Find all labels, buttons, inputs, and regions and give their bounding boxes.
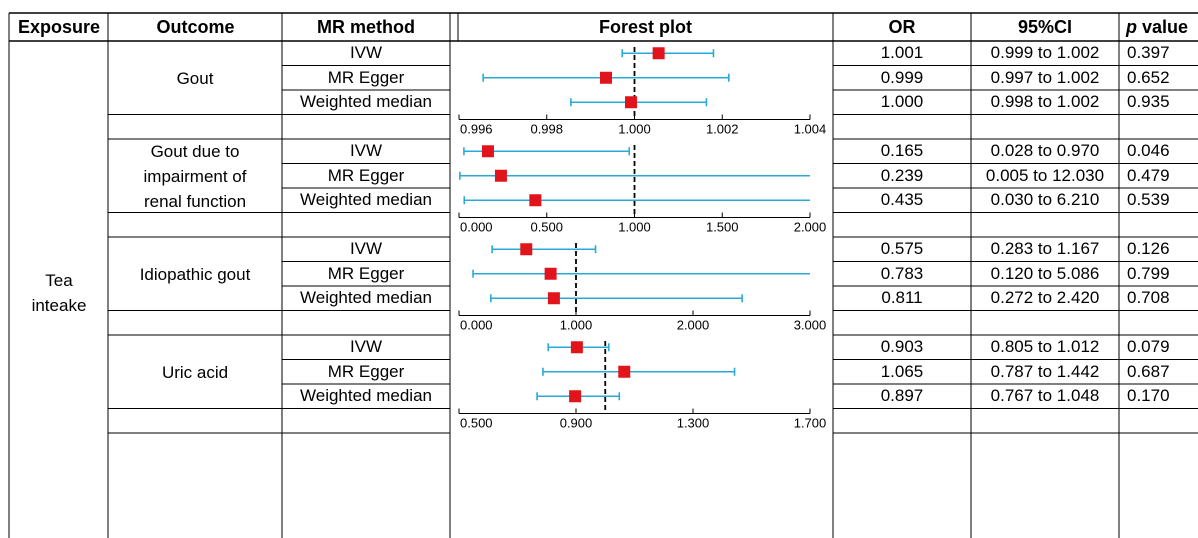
- x-tick-label: 0.000: [460, 220, 493, 235]
- mr-method-cell: IVW: [349, 239, 383, 258]
- ci-cell: 0.997 to 1.002: [990, 67, 1100, 87]
- ci-cell: 0.030 to 6.210: [990, 190, 1100, 209]
- ci-cell: 0.283 to 1.167: [990, 239, 1100, 258]
- mr-method-cell: Weighted median: [300, 386, 432, 405]
- p-value-cell: 0.687: [1127, 361, 1170, 381]
- p-value-cell: 0.126: [1127, 239, 1170, 258]
- point-estimate: [570, 341, 583, 354]
- or-cell: 0.811: [881, 288, 923, 307]
- point-estimate: [569, 390, 582, 403]
- p-value-cell: 0.708: [1127, 288, 1170, 307]
- or-cell: 0.575: [880, 239, 924, 258]
- or-cell: 0.903: [880, 337, 924, 356]
- point-estimate: [652, 47, 665, 60]
- header-forest-plot: Forest plot: [599, 17, 692, 37]
- header-p-rest: value: [1137, 17, 1189, 37]
- ci-cell: 0.787 to 1.442: [990, 361, 1100, 381]
- mr-method-cell: IVW: [349, 337, 383, 356]
- outcome-label: Gout due to impairment of renal function: [143, 142, 247, 212]
- x-tick-label: 0.500: [530, 220, 563, 235]
- or-cell: 0.999: [880, 67, 924, 87]
- p-value-cell: 0.799: [1127, 263, 1170, 283]
- x-tick-label: 1.004: [794, 122, 827, 137]
- outcome-label: Gout: [176, 69, 214, 89]
- ci-cell: 0.028 to 0.970: [990, 141, 1100, 160]
- x-tick-label: 0.500: [460, 416, 493, 431]
- x-tick-label: 0.998: [530, 122, 563, 137]
- ci-cell: 0.767 to 1.048: [990, 386, 1100, 405]
- mr-method-cell: IVW: [349, 141, 383, 160]
- p-value-cell: 0.479: [1127, 165, 1170, 185]
- ci-cell: 0.999 to 1.002: [990, 43, 1100, 62]
- header-outcome: Outcome: [156, 17, 235, 37]
- x-tick-label: 1.002: [706, 122, 739, 137]
- point-estimate: [481, 145, 494, 158]
- or-cell: 1.065: [880, 361, 924, 381]
- point-estimate: [544, 267, 557, 280]
- ci-cell: 0.005 to 12.030: [985, 165, 1105, 185]
- x-tick-label: 0.996: [460, 122, 493, 137]
- p-value-cell: 0.397: [1127, 43, 1170, 62]
- x-tick-label: 1.000: [618, 122, 651, 137]
- point-estimate: [618, 365, 631, 378]
- x-tick-label: 0.900: [560, 416, 593, 431]
- mr-method-cell: MR Egger: [327, 67, 405, 87]
- x-tick-label: 1.500: [706, 220, 739, 235]
- point-estimate: [624, 96, 637, 109]
- mr-method-cell: MR Egger: [327, 165, 405, 185]
- mr-method-cell: Weighted median: [300, 92, 432, 111]
- mr-method-cell: MR Egger: [327, 263, 405, 283]
- or-cell: 0.783: [880, 263, 924, 283]
- header-exposure: Exposure: [17, 17, 101, 37]
- mr-method-cell: Weighted median: [300, 288, 432, 307]
- x-tick-label: 1.700: [794, 416, 827, 431]
- mr-method-cell: IVW: [349, 43, 383, 62]
- x-tick-label: 2.000: [677, 318, 710, 333]
- or-cell: 1.000: [880, 92, 924, 111]
- point-estimate: [547, 292, 560, 305]
- p-value-cell: 0.652: [1127, 67, 1170, 87]
- point-estimate: [529, 194, 542, 207]
- exposure-label: Tea inteake: [31, 271, 87, 315]
- ci-cell: 0.998 to 1.002: [990, 92, 1100, 111]
- header-mr-method: MR method: [317, 17, 415, 37]
- or-cell: 0.165: [880, 141, 924, 160]
- or-cell: 0.239: [880, 165, 924, 185]
- outcome-label: Uric acid: [161, 363, 229, 383]
- x-tick-label: 2.000: [794, 220, 827, 235]
- mr-method-cell: Weighted median: [300, 190, 432, 209]
- x-tick-label: 3.000: [794, 318, 827, 333]
- point-estimate: [494, 169, 507, 182]
- ci-cell: 0.120 to 5.086: [990, 263, 1100, 283]
- point-estimate: [520, 243, 533, 256]
- p-value-cell: 0.079: [1127, 337, 1170, 356]
- header-95ci: 95%CI: [1017, 17, 1073, 37]
- outcome-label: Idiopathic gout: [139, 265, 251, 285]
- or-cell: 1.001: [880, 43, 924, 62]
- x-tick-label: 0.000: [460, 318, 493, 333]
- p-value-cell: 0.935: [1127, 92, 1170, 111]
- ci-cell: 0.272 to 2.420: [990, 288, 1100, 307]
- ci-cell: 0.805 to 1.012: [990, 337, 1100, 356]
- header-p-italic: p: [1126, 17, 1137, 37]
- p-value-cell: 0.539: [1127, 190, 1170, 209]
- x-tick-label: 1.300: [677, 416, 710, 431]
- or-cell: 0.435: [880, 190, 924, 209]
- x-tick-label: 1.000: [560, 318, 593, 333]
- p-value-cell: 0.046: [1127, 141, 1170, 160]
- point-estimate: [599, 71, 612, 84]
- p-value-cell: 0.170: [1127, 386, 1170, 405]
- header-or: OR: [888, 17, 916, 37]
- or-cell: 0.897: [880, 386, 924, 405]
- header-p-value: p value: [1119, 14, 1198, 40]
- x-tick-label: 1.000: [618, 220, 651, 235]
- mr-method-cell: MR Egger: [327, 361, 405, 381]
